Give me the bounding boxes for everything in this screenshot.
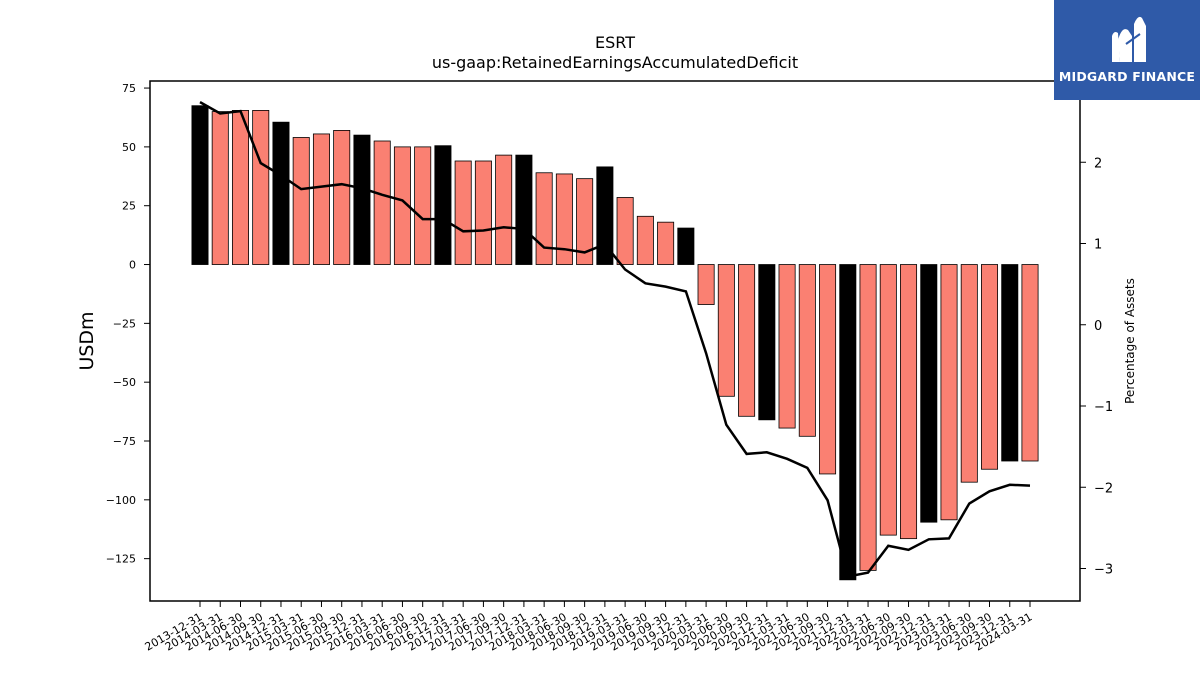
y-tick-label: −50 bbox=[113, 376, 136, 389]
y-tick-label: −25 bbox=[113, 317, 136, 330]
bar-2021-09-30 bbox=[819, 264, 837, 475]
bar-2013-12-31 bbox=[191, 105, 209, 265]
y2-tick-label: 0 bbox=[1094, 319, 1102, 334]
y-tick-label: 25 bbox=[122, 200, 136, 213]
bar-2020-09-30 bbox=[738, 264, 756, 417]
bar-2022-12-31 bbox=[920, 264, 938, 523]
bar-2015-06-30 bbox=[312, 133, 330, 265]
y-tick-label: −100 bbox=[106, 494, 136, 507]
bar-2018-09-30 bbox=[576, 178, 594, 265]
y-axis-label: USDm bbox=[76, 311, 98, 370]
bar-2019-06-30 bbox=[636, 215, 654, 265]
bar-2015-12-31 bbox=[353, 134, 371, 265]
bar-2023-12-31 bbox=[1001, 264, 1019, 462]
bar-2018-03-31 bbox=[535, 172, 553, 265]
brand-name: MIDGARD FINANCE bbox=[1058, 69, 1196, 84]
y2-tick-label: 2 bbox=[1094, 156, 1102, 171]
bar-2019-09-30 bbox=[657, 221, 675, 265]
plot-frame bbox=[149, 80, 1081, 602]
midgard-finance-logo: MIDGARD FINANCE bbox=[1054, 0, 1200, 100]
midgard-mountain-logo-icon bbox=[1112, 16, 1146, 62]
y-tick-label: 50 bbox=[122, 141, 136, 154]
bar-series bbox=[191, 105, 1039, 581]
left-axis-ticks: 75 50 25 0 −25 −50 −75 −100 −125 bbox=[106, 82, 150, 566]
percentage-of-assets-line bbox=[199, 101, 1031, 579]
bar-2014-09-30 bbox=[252, 110, 270, 265]
y2-tick-label: 1 bbox=[1094, 238, 1102, 253]
bar-2014-12-31 bbox=[272, 121, 290, 265]
bar-2016-06-30 bbox=[393, 146, 411, 265]
bar-2016-09-30 bbox=[414, 146, 432, 265]
bar-2020-12-31 bbox=[758, 264, 776, 421]
chart-title: ESRT bbox=[595, 33, 635, 52]
y2-tick-label: −2 bbox=[1094, 481, 1113, 496]
bar-2016-12-31 bbox=[434, 145, 452, 265]
y2-axis-label: Percentage of Assets bbox=[1123, 278, 1137, 404]
bar-2019-12-31 bbox=[677, 227, 695, 265]
bar-2020-06-30 bbox=[717, 264, 735, 397]
bar-2017-09-30 bbox=[495, 154, 513, 265]
bar-2021-12-31 bbox=[839, 264, 857, 581]
bar-2022-06-30 bbox=[879, 264, 897, 536]
y-tick-label: 0 bbox=[129, 259, 136, 272]
bar-2020-03-31 bbox=[697, 264, 715, 305]
bar-2021-03-31 bbox=[778, 264, 796, 429]
bar-2023-09-30 bbox=[981, 264, 999, 470]
bar-2017-06-30 bbox=[474, 160, 492, 265]
bar-2022-03-31 bbox=[859, 264, 877, 571]
bar-2016-03-31 bbox=[373, 140, 391, 265]
x-axis-ticks: 2013-12-312014-03-312014-06-302014-09-30… bbox=[143, 601, 1035, 654]
bar-2014-03-31 bbox=[211, 111, 229, 265]
y2-tick-label: −1 bbox=[1094, 400, 1113, 415]
bar-2018-06-30 bbox=[555, 173, 573, 265]
bar-2024-03-31 bbox=[1021, 264, 1039, 462]
y-tick-label: 75 bbox=[122, 82, 136, 95]
bar-2019-03-31 bbox=[616, 197, 634, 265]
y2-tick-label: −3 bbox=[1094, 563, 1113, 578]
bar-2018-12-31 bbox=[596, 166, 614, 265]
bar-2015-09-30 bbox=[333, 130, 351, 265]
y-tick-label: −125 bbox=[106, 553, 136, 566]
bar-2023-06-30 bbox=[960, 264, 978, 483]
bar-2022-09-30 bbox=[900, 264, 918, 540]
right-axis-ticks: 2 1 0 −1 −2 −3 bbox=[1080, 156, 1113, 578]
bar-2017-12-31 bbox=[515, 154, 533, 265]
bar-2021-06-30 bbox=[798, 264, 816, 437]
bar-2014-06-30 bbox=[231, 110, 249, 265]
bar-2017-03-31 bbox=[454, 160, 472, 265]
bar-2015-03-31 bbox=[292, 137, 310, 265]
chart-subtitle: us-gaap:RetainedEarningsAccumulatedDefic… bbox=[432, 53, 798, 72]
y-tick-label: −75 bbox=[113, 435, 136, 448]
bar-2023-03-31 bbox=[940, 264, 958, 521]
